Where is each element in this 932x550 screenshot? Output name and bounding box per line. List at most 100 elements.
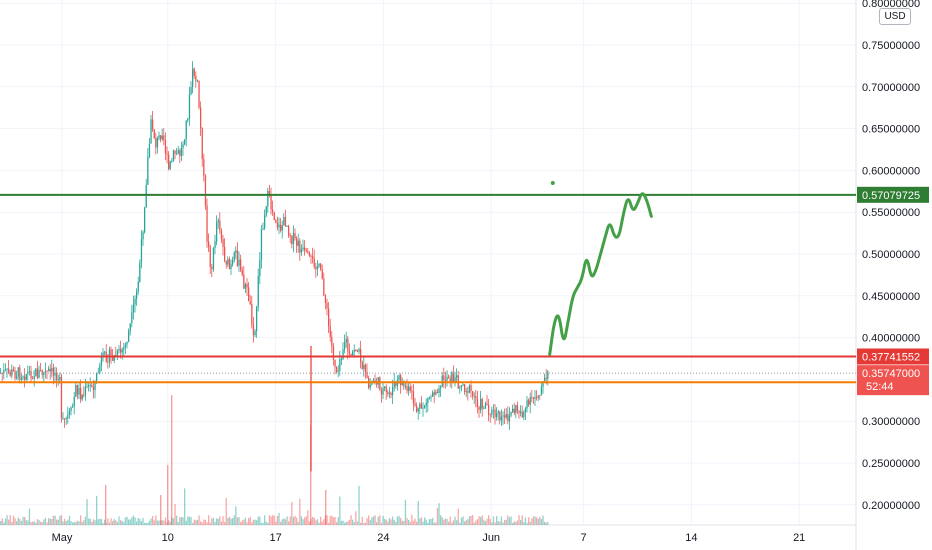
candle-body	[344, 342, 346, 350]
candle-body	[427, 397, 429, 403]
candle-body	[388, 392, 391, 394]
volume-bar	[222, 516, 224, 525]
candle-body	[536, 397, 538, 398]
volume-bar	[44, 517, 47, 525]
volume-bar	[443, 519, 445, 525]
candle-body	[41, 370, 43, 375]
x-tick-label: 14	[685, 532, 697, 544]
volume-bar	[361, 516, 363, 525]
volume-bar	[273, 515, 275, 525]
time-axis[interactable]: May 10 17 24 Jun 7 14 21	[52, 532, 806, 544]
candle-body	[212, 248, 215, 270]
volume-bar	[427, 522, 429, 525]
candle-body	[224, 247, 226, 261]
volume-bar	[169, 521, 171, 525]
volume-bar	[342, 520, 344, 525]
volume-bar	[532, 516, 535, 525]
volume-bar	[505, 519, 507, 525]
candle-body	[59, 377, 61, 380]
candle-body	[249, 301, 251, 305]
candle-body	[129, 323, 131, 332]
x-tick-label: 17	[269, 532, 281, 544]
volume-bar	[108, 522, 111, 525]
volume-bar	[235, 506, 237, 525]
candle-body	[124, 344, 127, 348]
currency-badge[interactable]: USD	[879, 8, 911, 25]
candle-body	[497, 411, 499, 414]
candle-body	[337, 370, 339, 372]
volume-bar	[376, 522, 378, 525]
candle-body	[126, 342, 128, 345]
x-tick-label: May	[52, 532, 73, 544]
volume-bar	[4, 518, 7, 525]
candle-body	[148, 143, 151, 158]
volume-bar	[534, 516, 536, 525]
candle-body	[281, 225, 283, 231]
candle-body	[131, 312, 133, 324]
volume-bar	[59, 515, 61, 525]
candle-body	[352, 351, 354, 356]
volume-bar	[355, 511, 357, 525]
volume-bar	[524, 517, 527, 525]
volume-bar	[187, 516, 189, 525]
candle-body	[9, 372, 11, 376]
candle-body	[366, 371, 368, 379]
volume-bar	[56, 519, 58, 525]
candle-body	[358, 349, 360, 352]
volume-bar	[27, 520, 29, 525]
volume-bar	[268, 515, 271, 525]
candle-body	[417, 408, 419, 412]
forecast-drawing[interactable]	[548, 180, 653, 356]
candle-body	[219, 220, 221, 231]
candle-body	[475, 396, 477, 399]
volume-bar	[14, 518, 16, 525]
volume-bar	[270, 516, 272, 525]
volume-bar	[272, 515, 274, 525]
volume-bar	[307, 510, 309, 525]
candle-body	[64, 418, 66, 420]
x-tick-label: 10	[162, 532, 174, 544]
candle-body	[14, 371, 16, 379]
candle-body	[62, 418, 64, 420]
volume-bar	[259, 516, 261, 525]
candle-body	[443, 375, 445, 380]
volume-bar	[360, 522, 362, 525]
volume-bar	[395, 521, 397, 525]
price-labels: 0.570797250.377415520.346642680.35747000…	[857, 186, 929, 396]
volume-bar	[174, 504, 176, 525]
candle-body	[342, 349, 344, 360]
volume-bar	[372, 516, 375, 525]
candle-body	[123, 347, 125, 350]
volume-bar	[80, 515, 82, 525]
candle-body	[116, 350, 119, 357]
volume-bar	[379, 515, 381, 525]
candle-body	[206, 205, 208, 242]
volume-bar	[320, 516, 322, 525]
volume-bar	[182, 517, 184, 525]
candle-body	[156, 137, 159, 148]
volume-bar	[265, 521, 267, 525]
candle-body	[280, 224, 282, 231]
candle-body	[193, 68, 195, 76]
candle-body	[507, 413, 509, 422]
candle-body	[328, 308, 330, 326]
candle-body	[36, 368, 39, 378]
candle-body	[382, 387, 384, 395]
horizontal-levels[interactable]	[0, 193, 856, 384]
volume-bar	[350, 515, 352, 525]
candle-body	[470, 385, 472, 392]
volume-bar	[406, 518, 408, 525]
price-axis[interactable]: 0.80000000 0.75000000 0.70000000 0.65000000…	[862, 0, 920, 512]
candle-body	[364, 364, 367, 372]
candle-body	[510, 411, 512, 416]
volume-bar	[78, 521, 80, 525]
volume-bar	[305, 516, 307, 525]
y-tick-label: 0.75000000	[862, 40, 920, 52]
candle-body	[416, 405, 418, 412]
candle-body	[452, 372, 455, 383]
volume-bar	[396, 516, 399, 525]
candle-body	[454, 377, 456, 383]
candle-body	[324, 295, 327, 303]
candle-body	[363, 364, 365, 370]
